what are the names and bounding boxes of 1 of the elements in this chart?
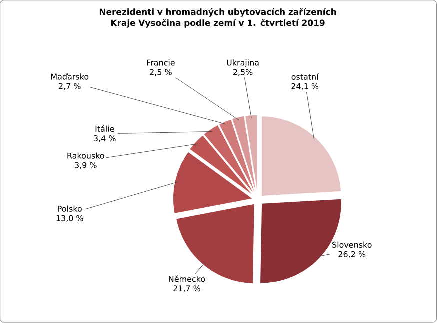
chart-title: Nerezidenti v hromadných ubytovacích zařízeních Kraje Vysočina podle zemí v 1. čtvrtletí 2019 [100, 8, 336, 28]
